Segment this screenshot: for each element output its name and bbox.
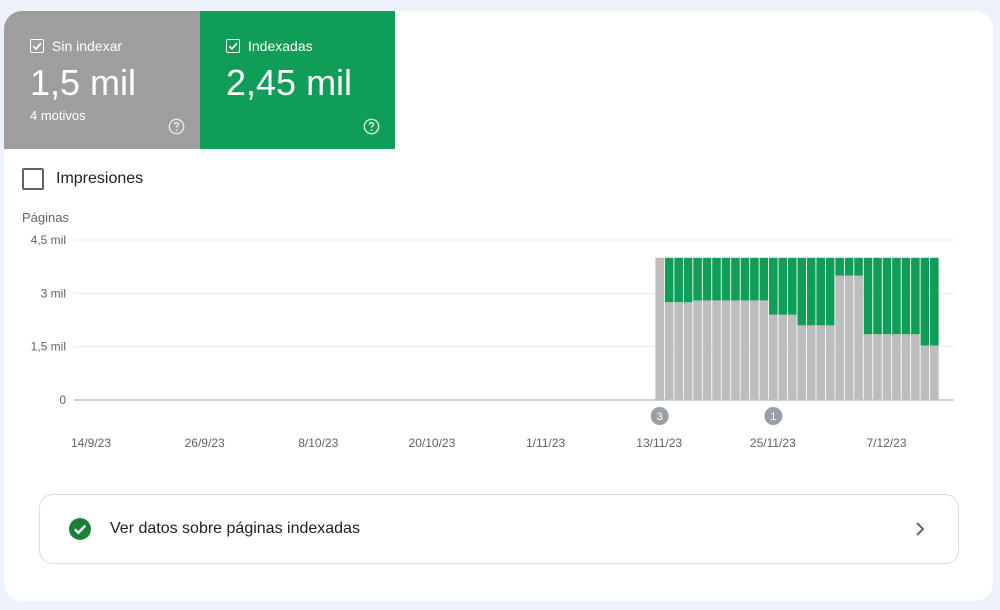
check-circle-icon (69, 518, 91, 540)
bar-indexed (787, 257, 797, 315)
impressions-label: Impresiones (56, 170, 144, 187)
y-tick-label: 0 (59, 393, 66, 407)
bar-not-indexed (930, 345, 939, 400)
bar-indexed (769, 257, 778, 315)
y-tick-label: 3 mil (41, 286, 66, 300)
bar-indexed (892, 257, 901, 335)
x-tick-label: 14/9/23 (71, 436, 111, 450)
x-tick-label: 1/11/23 (526, 436, 565, 450)
bar-not-indexed (882, 334, 892, 400)
indexed-tile[interactable]: Indexadas 2,45 mil (200, 11, 395, 149)
bar-not-indexed (731, 300, 740, 400)
indexed-pages-link-label: Ver datos sobre páginas indexadas (110, 520, 360, 537)
indexed-label: Indexadas (248, 38, 313, 54)
bar-not-indexed (759, 300, 769, 400)
bar-not-indexed (816, 325, 825, 400)
x-tick-label: 26/9/23 (185, 436, 225, 450)
x-tick-label: 13/11/23 (636, 436, 682, 450)
annotation-marker (764, 407, 783, 425)
help-circle-icon[interactable] (168, 118, 185, 135)
checkbox-checked-icon[interactable] (30, 39, 44, 53)
x-tick-label: 8/10/23 (298, 436, 338, 450)
bar-indexed (920, 257, 930, 346)
y-axis-label: Páginas (22, 210, 69, 225)
bar-indexed (825, 257, 835, 326)
bar-indexed (731, 257, 740, 301)
bar-indexed (901, 257, 911, 335)
bar-not-indexed (920, 345, 930, 400)
bar-not-indexed (664, 302, 674, 400)
bar-indexed (863, 257, 873, 335)
bar-indexed (664, 257, 674, 303)
bar-indexed (759, 257, 769, 301)
bar-indexed (778, 257, 788, 315)
bar-not-indexed (712, 300, 721, 400)
bar-indexed (712, 257, 721, 301)
bar-not-indexed (844, 275, 854, 400)
bar-indexed (930, 257, 939, 346)
not-indexed-label: Sin indexar (52, 38, 123, 54)
bar-indexed (693, 257, 702, 301)
bar-indexed (721, 257, 731, 301)
bar-not-indexed (778, 314, 788, 400)
indexed-header: Indexadas (226, 38, 313, 54)
annotation-marker (650, 407, 669, 425)
bar-indexed (740, 257, 750, 301)
indexed-value: 2,45 mil (226, 62, 353, 103)
bar-indexed (806, 257, 816, 326)
bar-not-indexed (797, 325, 807, 400)
bar-not-indexed (835, 275, 844, 400)
bar-not-indexed (721, 300, 731, 400)
x-tick-label: 7/12/23 (866, 436, 906, 450)
bar-not-indexed (683, 302, 693, 400)
bar-indexed (882, 257, 892, 335)
checkbox-checked-icon[interactable] (226, 39, 240, 53)
annotation-label: 1 (770, 411, 776, 423)
chevron-right-icon[interactable] (914, 521, 926, 537)
bar-indexed (816, 257, 825, 326)
bar-indexed (854, 257, 863, 276)
bar-not-indexed (901, 334, 911, 400)
impressions-toggle[interactable]: Impresiones (22, 168, 143, 190)
bar-indexed (835, 257, 844, 276)
not-indexed-reasons: 4 motivos (30, 108, 86, 123)
bar-not-indexed (806, 325, 816, 400)
not-indexed-value: 1,5 mil (30, 62, 137, 103)
bar-not-indexed (750, 300, 759, 400)
bar-not-indexed (825, 325, 835, 400)
not-indexed-header: Sin indexar (30, 38, 122, 54)
bar-not-indexed (655, 257, 664, 400)
coverage-card: Sin indexar 1,5 mil 4 motivos Indexadas … (4, 11, 993, 601)
pages-chart: Páginas 0 1,5 mil 3 mil 4,5 mil 14/9/23 26/9/2… (22, 210, 954, 450)
bar-not-indexed (674, 302, 683, 400)
bar-not-indexed (787, 314, 797, 400)
bar-indexed (797, 257, 807, 326)
not-indexed-tile[interactable]: Sin indexar 1,5 mil 4 motivos (4, 11, 200, 149)
bar-not-indexed (892, 334, 901, 400)
x-tick-label: 25/11/23 (750, 436, 796, 450)
y-tick-label: 4,5 mil (31, 233, 66, 247)
bar-indexed (750, 257, 759, 301)
bar-not-indexed (911, 334, 920, 400)
bar-indexed (674, 257, 683, 303)
bar-not-indexed (693, 300, 702, 400)
bar-indexed (683, 257, 693, 303)
bar-indexed (873, 257, 882, 335)
bar-not-indexed (702, 300, 712, 400)
bar-indexed (911, 257, 920, 335)
bar-not-indexed (863, 334, 873, 400)
bar-not-indexed (873, 334, 882, 400)
x-tick-label: 20/10/23 (409, 436, 456, 450)
help-circle-icon[interactable] (363, 118, 380, 135)
checkbox-unchecked-icon[interactable] (22, 168, 44, 190)
y-tick-label: 1,5 mil (31, 340, 66, 354)
bar-not-indexed (854, 275, 863, 400)
indexed-pages-link[interactable]: Ver datos sobre páginas indexadas (39, 494, 959, 564)
bar-indexed (844, 257, 854, 276)
annotation-label: 3 (657, 411, 663, 423)
bar-not-indexed (740, 300, 750, 400)
bar-indexed (702, 257, 712, 301)
bar-not-indexed (769, 314, 778, 400)
